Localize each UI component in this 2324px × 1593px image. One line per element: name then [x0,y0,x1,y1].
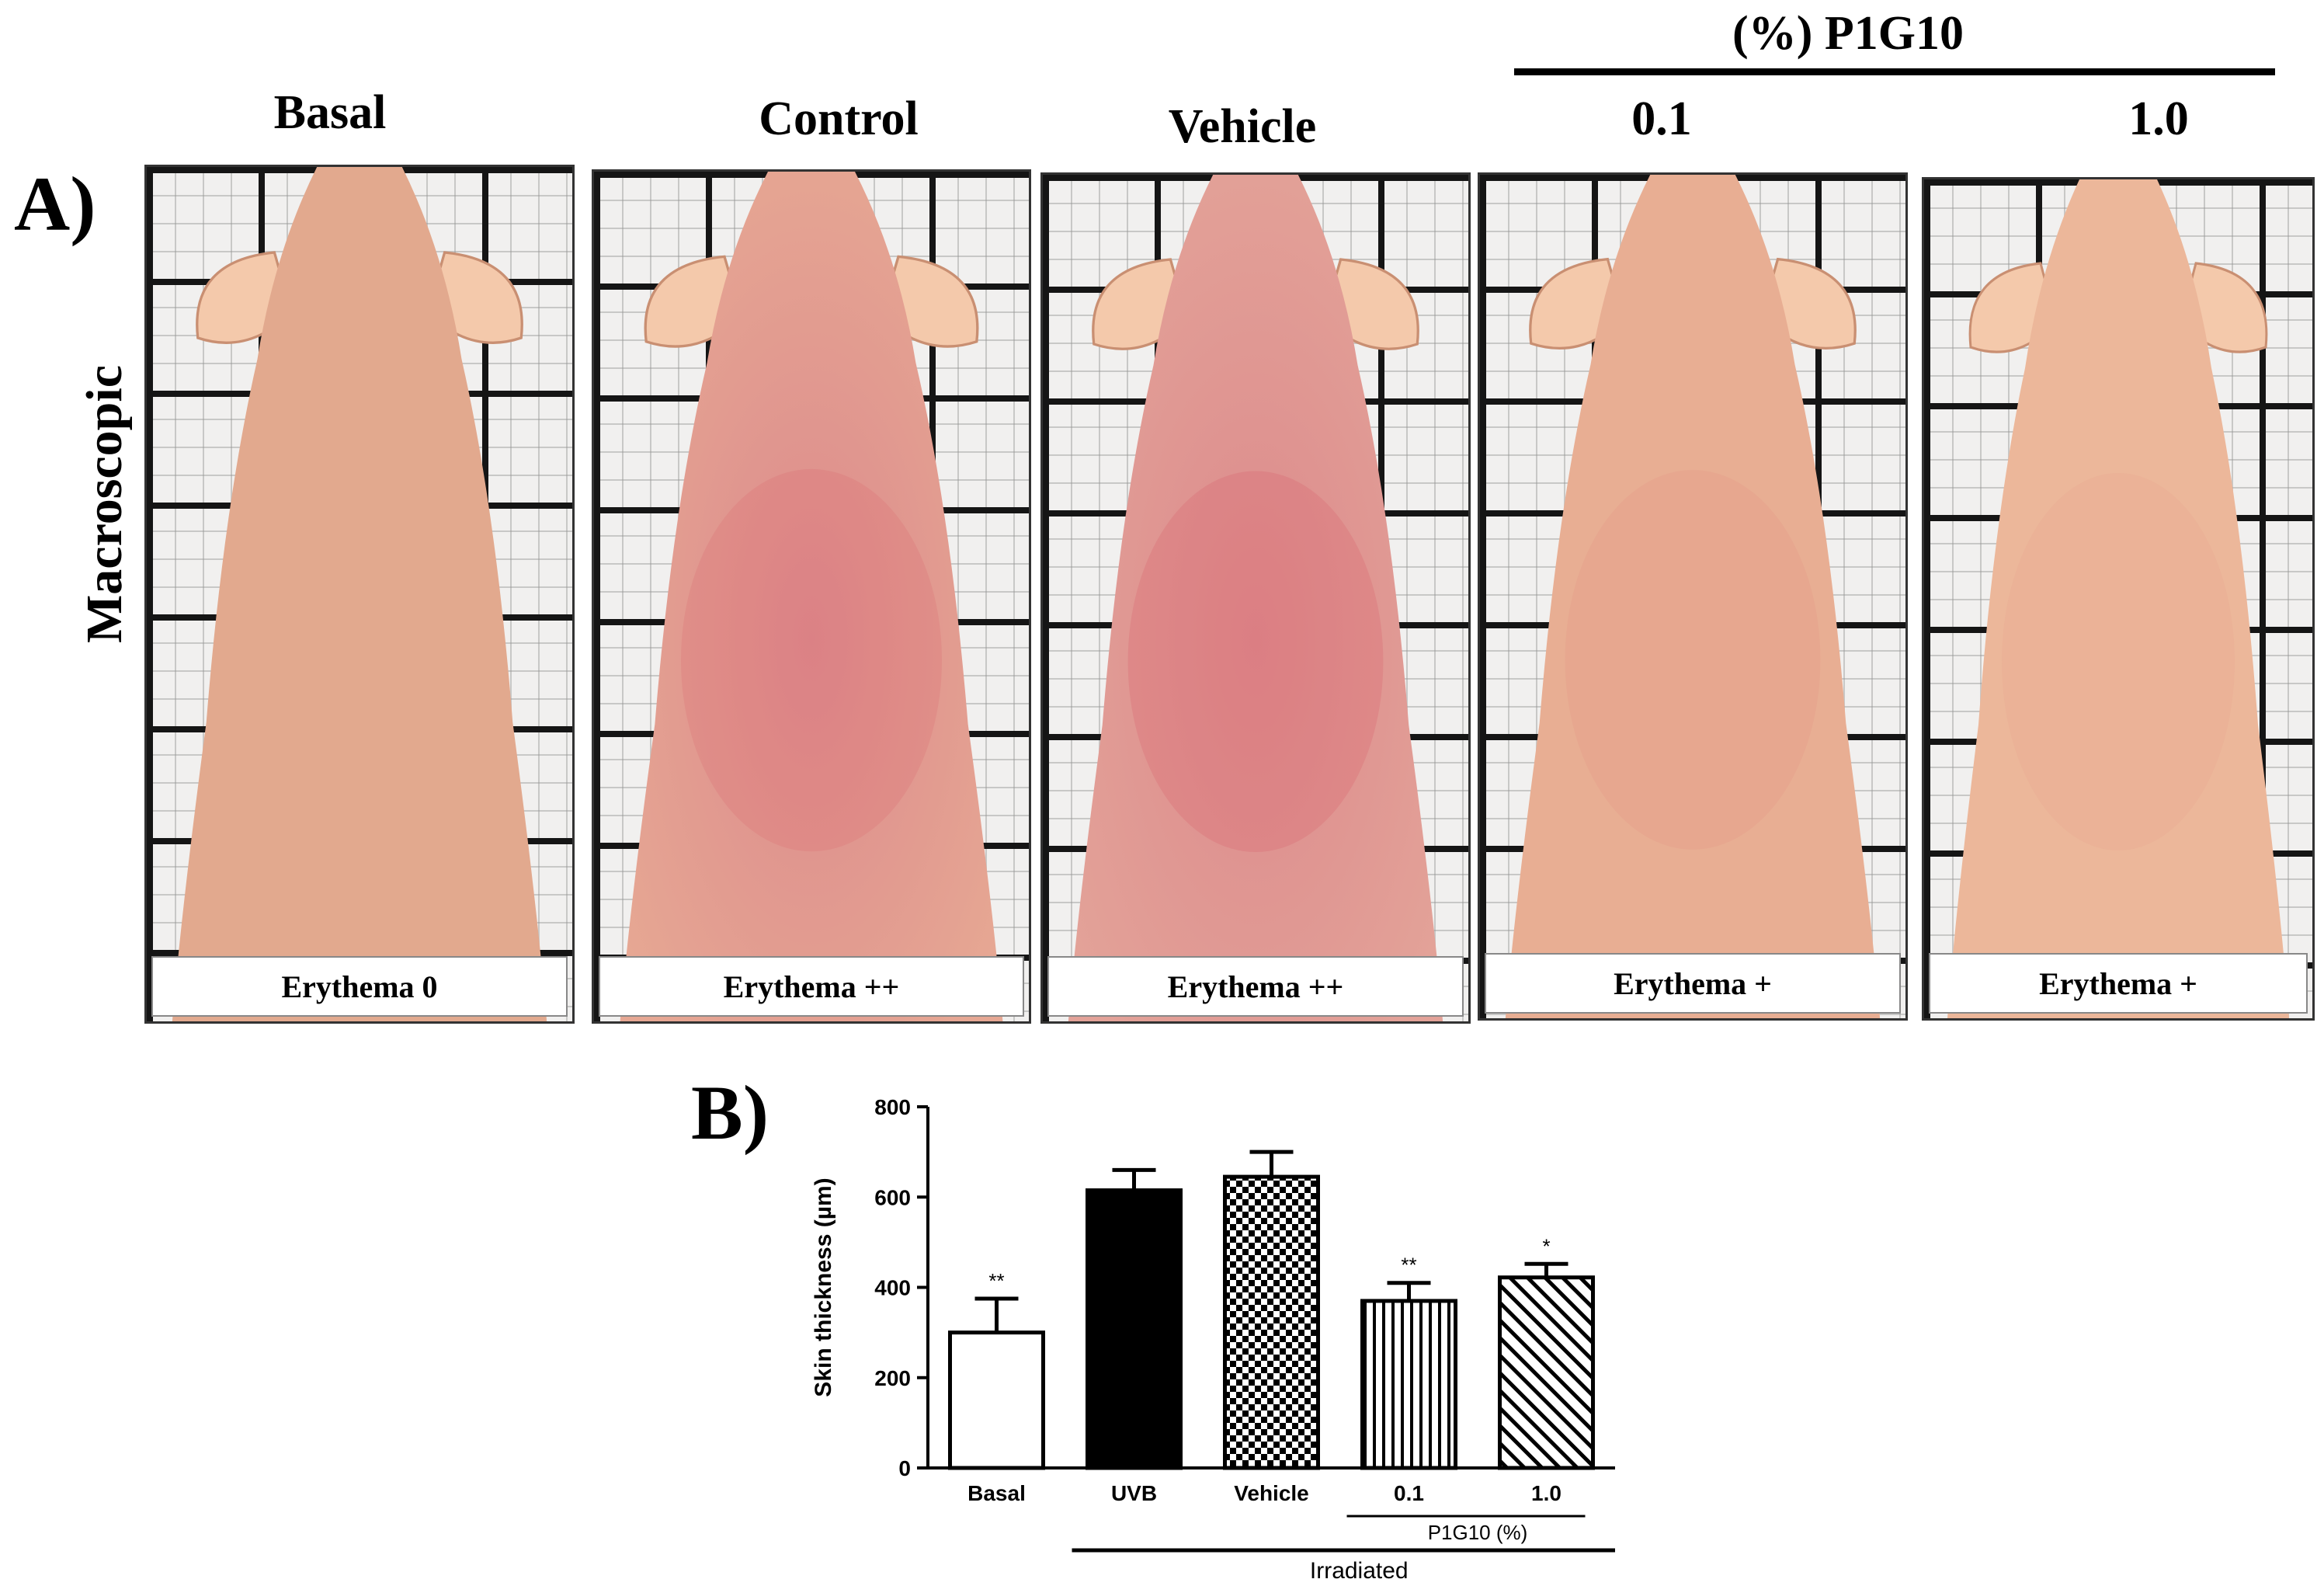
y-tick-label: 200 [874,1366,911,1390]
erythema-caption: Erythema ++ [599,956,1024,1017]
mouse-illustration [1505,175,1881,1018]
mouse-body [172,167,547,1021]
y-tick-label: 600 [874,1185,911,1209]
erythema-caption: Erythema 0 [151,956,568,1017]
group-label-irradiated: Irradiated [1310,1558,1409,1584]
mouse-body [620,172,1003,1021]
skin-thickness-chart: 0 200 400 600 800 Skin thickness (µm) Basal ** U… [811,1095,1615,1584]
bar [1360,1299,1457,1470]
y-tick-label: 800 [874,1095,911,1119]
x-tick-label: Basal [967,1481,1026,1505]
y-axis-label: Skin thickness (µm) [811,1177,836,1396]
y-tick-label: 0 [898,1456,911,1480]
bar [1223,1174,1320,1470]
bar [1086,1188,1183,1470]
group-label-p1g10: P1G10 (%) [1428,1521,1528,1544]
mouse-photo: Erythema 0 [144,165,575,1024]
column-header-basal: Basal [273,86,387,139]
row-label-macroscopic: Macroscopic [76,364,133,643]
erythema-area [1565,470,1821,850]
x-tick-label: 0.1 [1394,1481,1424,1505]
column-header-vehicle: Vehicle [1168,100,1317,153]
erythema-area [1127,471,1384,852]
mouse-body [1505,175,1881,1018]
bar [948,1330,1045,1470]
mouse-photo: Erythema + [1922,177,2315,1021]
group-line-p1g10 [1514,68,2275,75]
mouse-body [1947,179,2289,1018]
column-header-1-0: 1.0 [2128,92,2189,145]
mouse-illustration [620,172,1003,1021]
erythema-caption: Erythema + [1485,953,1901,1014]
mouse-photo: Erythema + [1478,172,1908,1021]
significance-mark: * [1542,1234,1550,1257]
y-tick-label: 400 [874,1276,911,1300]
erythema-caption: Erythema ++ [1047,956,1464,1017]
panel-a-letter: A) [14,161,96,247]
x-tick-label: UVB [1111,1481,1157,1505]
x-tick-label: 1.0 [1531,1481,1561,1505]
mouse-body [1068,175,1443,1021]
mouse-illustration [1947,179,2289,1018]
column-header-0-1: 0.1 [1631,92,1692,145]
mouse-photo: Erythema ++ [1040,172,1471,1024]
panel-b-letter: B) [691,1070,769,1156]
erythema-area [2002,473,2235,850]
mouse-illustration [1068,175,1443,1021]
mouse-illustration [172,167,547,1021]
bar [1498,1275,1595,1470]
column-header-control: Control [759,92,919,145]
x-tick-label: Vehicle [1234,1481,1309,1505]
significance-mark: ** [988,1269,1004,1292]
erythema-caption: Erythema + [1929,953,2308,1014]
group-label-p1g10: (%) P1G10 [1732,7,1964,60]
significance-mark: ** [1401,1254,1416,1277]
mouse-photo: Erythema ++ [592,169,1031,1024]
erythema-area [681,468,942,852]
